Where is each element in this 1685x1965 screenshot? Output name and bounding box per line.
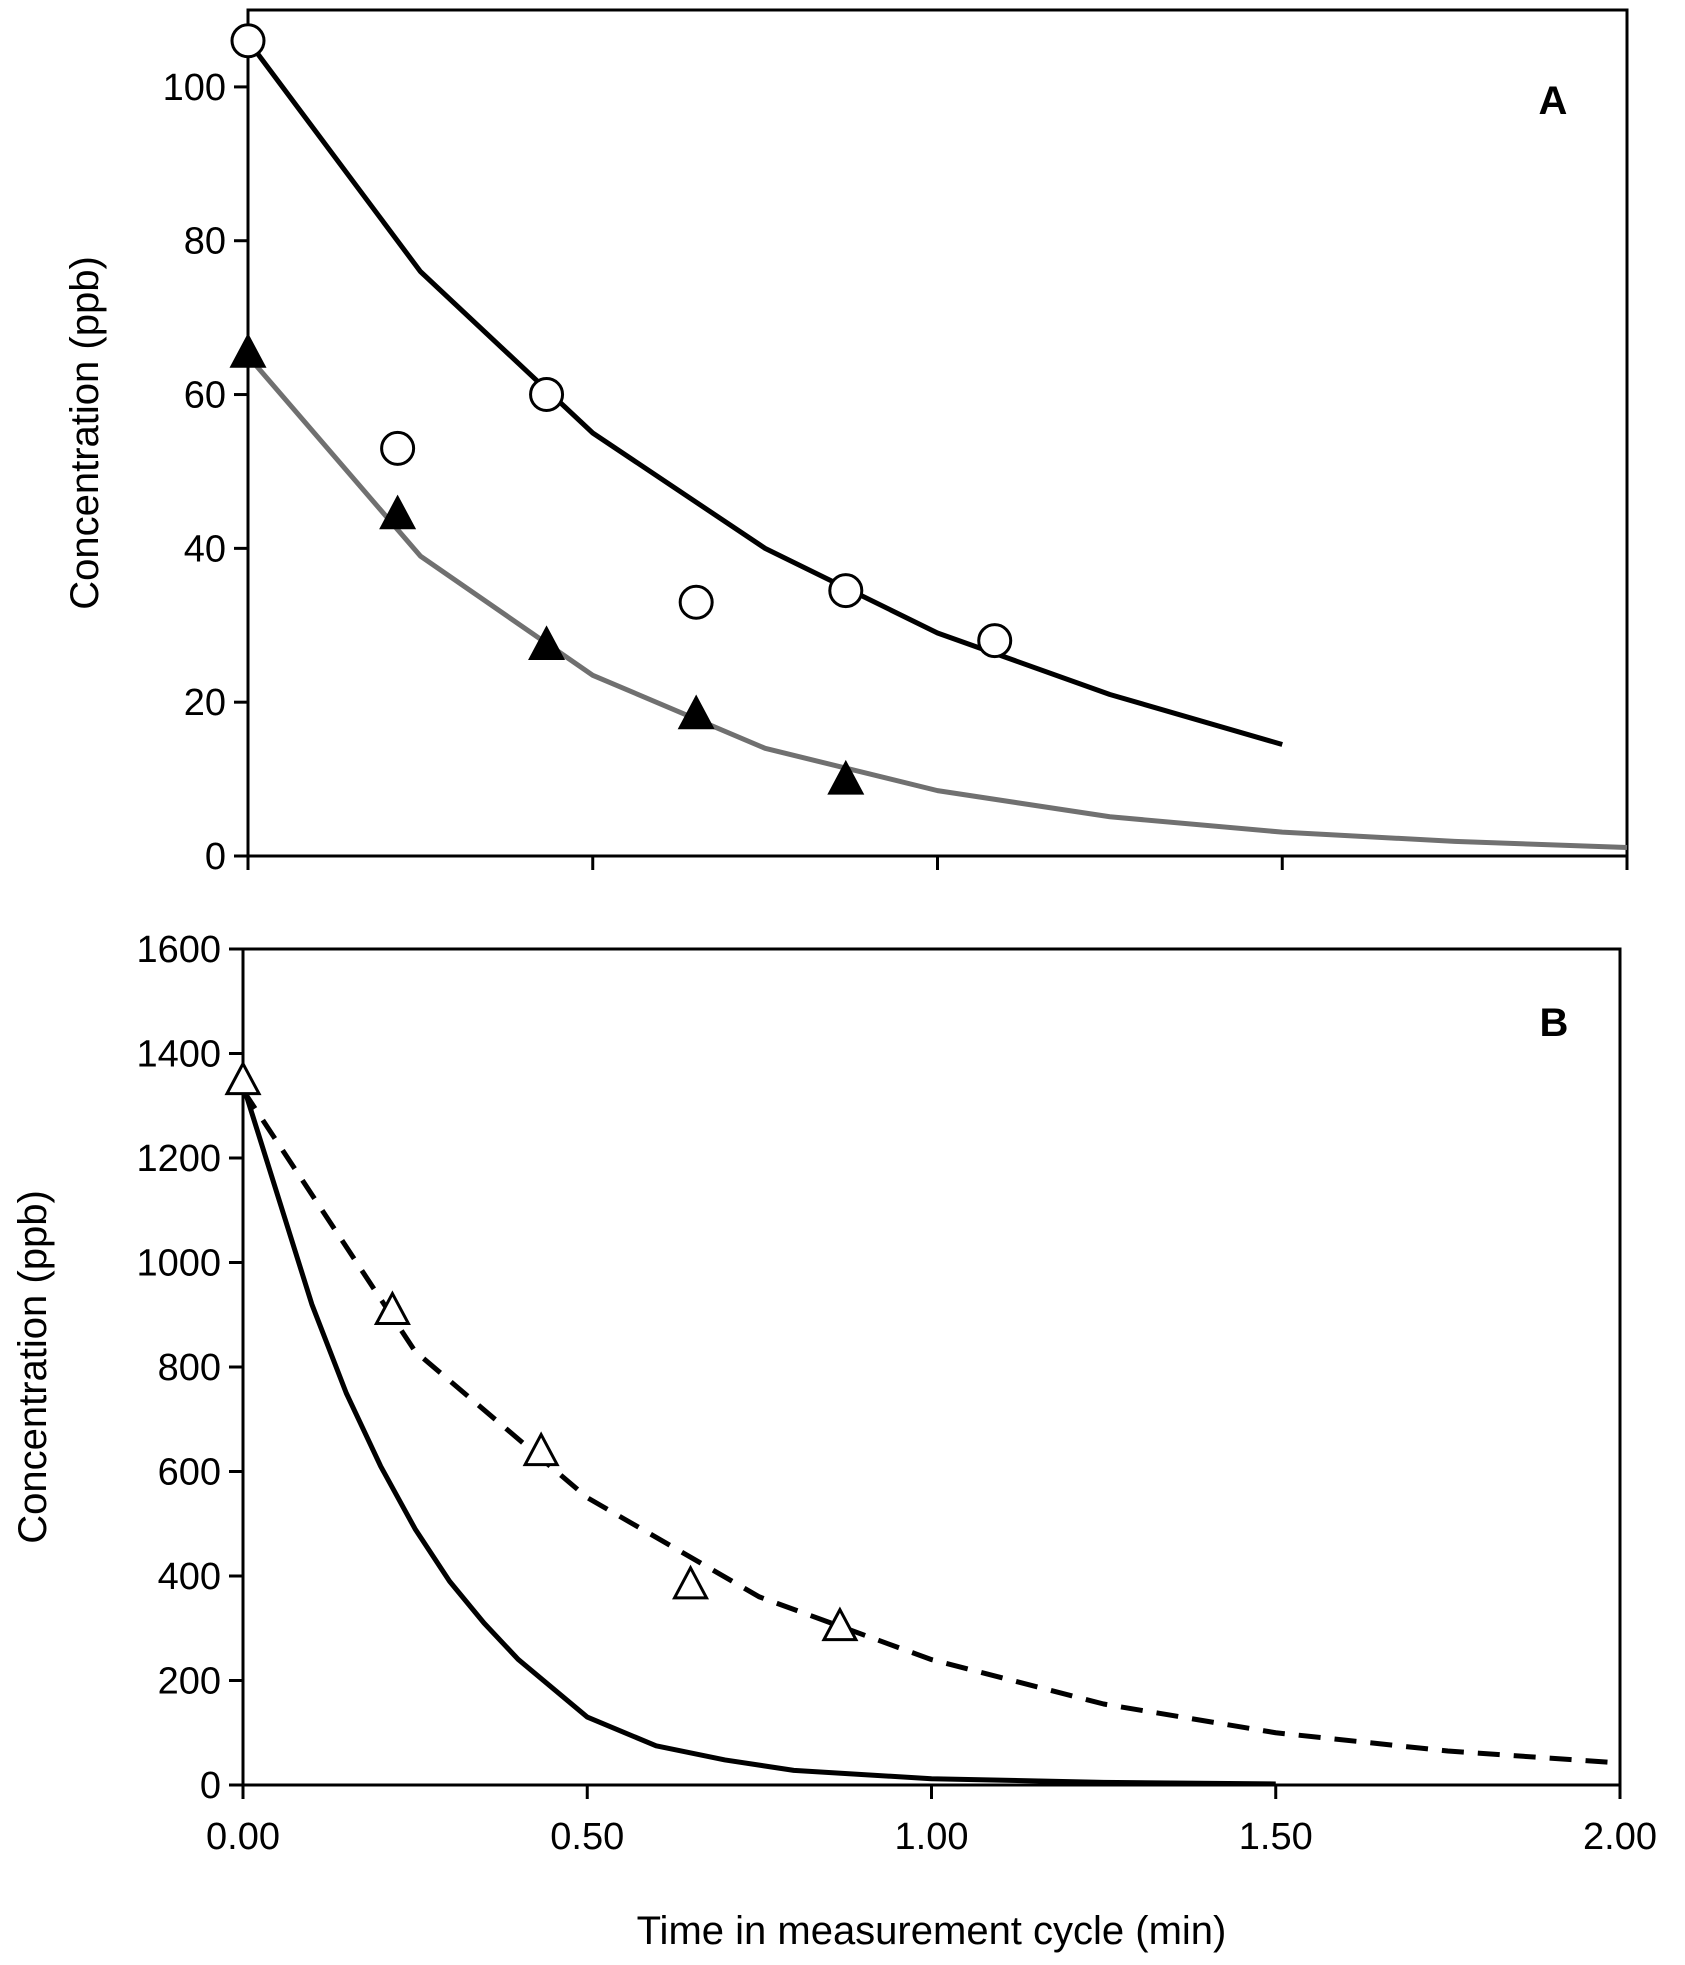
data-point-triangle-open bbox=[821, 1606, 859, 1642]
y-tick-label: 60 bbox=[184, 375, 226, 417]
y-tick-label: 1200 bbox=[136, 1138, 221, 1180]
y-tick-label: 400 bbox=[158, 1556, 221, 1598]
y-tick-label: 1400 bbox=[136, 1034, 221, 1076]
data-point-triangle-open bbox=[224, 1060, 262, 1096]
y-tick-label: 20 bbox=[184, 682, 226, 724]
plot-frame bbox=[246, 8, 1629, 858]
y-tick-label: 40 bbox=[184, 528, 226, 570]
data-point-triangle-filled bbox=[379, 494, 417, 530]
y-tick-label: 80 bbox=[184, 221, 226, 263]
y-axis-title: Concentration (ppb) bbox=[63, 256, 107, 610]
y-tick-label: 100 bbox=[163, 67, 226, 109]
data-point-circle bbox=[828, 573, 864, 609]
data-point-triangle-open bbox=[522, 1431, 560, 1467]
data-point-circle bbox=[380, 430, 416, 466]
data-point-triangle-filled bbox=[528, 625, 566, 660]
fit-curve-2 bbox=[240, 1084, 1276, 1787]
y-axis-title: Concentration (ppb) bbox=[11, 1190, 55, 1544]
x-tick-label: 0.00 bbox=[206, 1816, 280, 1858]
x-tick-label: 0.50 bbox=[550, 1816, 624, 1858]
data-point-triangle-filled bbox=[827, 759, 865, 795]
data-point-circle bbox=[529, 377, 565, 413]
fit-curve-1 bbox=[240, 1088, 1621, 1766]
x-tick-label: 1.00 bbox=[895, 1816, 969, 1858]
panel-label: B bbox=[1540, 1001, 1569, 1045]
data-point-circle bbox=[977, 623, 1013, 659]
fit-curve-1 bbox=[245, 39, 1283, 747]
data-point-circle bbox=[678, 584, 714, 620]
y-tick-label: 800 bbox=[158, 1347, 221, 1389]
y-tick-label: 1600 bbox=[136, 929, 221, 971]
x-axis-title: Time in measurement cycle (min) bbox=[637, 1909, 1227, 1953]
data-point-triangle-filled bbox=[677, 694, 715, 730]
data-point-triangle-open bbox=[672, 1564, 710, 1600]
y-tick-label: 600 bbox=[158, 1452, 221, 1494]
x-tick-label: 2.00 bbox=[1583, 1816, 1657, 1858]
y-tick-label: 0 bbox=[205, 836, 226, 878]
y-tick-label: 0 bbox=[200, 1765, 221, 1807]
data-point-triangle-filled bbox=[229, 333, 267, 368]
panel-label: A bbox=[1539, 79, 1568, 123]
y-tick-label: 200 bbox=[158, 1661, 221, 1703]
panel-b: 0 200 400 600 800 1000 1200 1400 1600 0.00 0.50 1.0… bbox=[11, 929, 1657, 1953]
data-point-triangle-open bbox=[373, 1290, 411, 1326]
y-tick-label: 1000 bbox=[136, 1243, 221, 1285]
x-tick-label: 1.50 bbox=[1239, 1816, 1313, 1858]
panel-a: 0 20 40 60 80 100 A Concentration (ppb) bbox=[63, 8, 1629, 878]
fit-curve-2 bbox=[246, 354, 1628, 851]
data-point-circle bbox=[230, 23, 266, 59]
